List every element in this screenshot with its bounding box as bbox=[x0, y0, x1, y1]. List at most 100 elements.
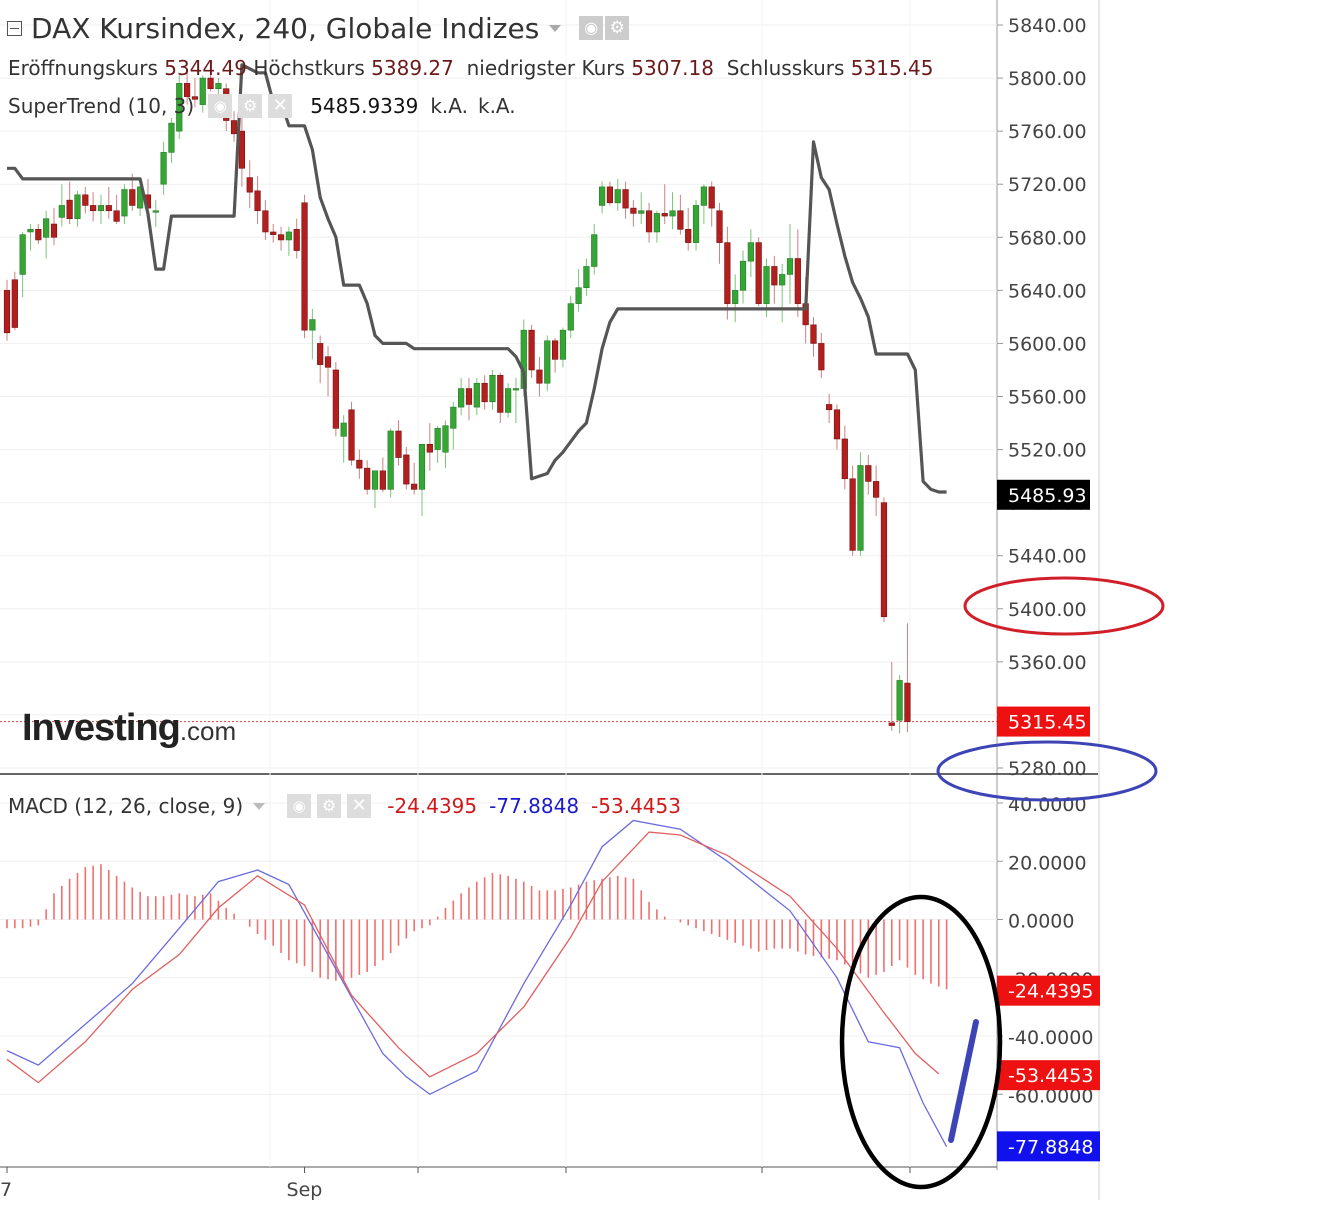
gear-icon[interactable]: ⚙ bbox=[317, 794, 342, 818]
candle-body bbox=[442, 425, 449, 453]
candle-body bbox=[27, 229, 34, 233]
red-annotation-ellipse bbox=[963, 576, 1165, 636]
macd-macd-value: -77.8848 bbox=[489, 794, 580, 818]
gear-icon[interactable]: ⚙ bbox=[605, 16, 630, 40]
candle-body bbox=[379, 470, 386, 490]
candle-body bbox=[293, 229, 300, 251]
price-tick-label: 5800.00 bbox=[1008, 68, 1087, 90]
candle-body bbox=[685, 229, 692, 243]
annotations bbox=[839, 576, 1165, 1190]
ohlc-open-value: 5344.49 bbox=[164, 56, 247, 80]
macd-macd-badge bbox=[997, 1131, 1100, 1162]
macd-tick-label: 20.0000 bbox=[1008, 852, 1087, 874]
candle-body bbox=[426, 443, 433, 453]
candle-body bbox=[152, 210, 159, 213]
black-annotation-ellipse bbox=[839, 894, 1003, 1190]
candle-body bbox=[403, 454, 410, 485]
macd-signal-value: -53.4453 bbox=[591, 794, 681, 818]
last-price-badge bbox=[997, 706, 1090, 737]
close-icon[interactable]: ✕ bbox=[268, 94, 293, 118]
price-axis: 5840.00 5800.00 5760.00 5720.00 5680.00 5640.… bbox=[997, 15, 1087, 780]
candle-body bbox=[708, 186, 715, 209]
supertrend-line bbox=[7, 63, 947, 494]
candle-body bbox=[395, 430, 402, 458]
supertrend-badge-label: 5485.93 bbox=[1008, 485, 1087, 507]
chevron-down-icon[interactable] bbox=[549, 24, 562, 32]
eye-icon[interactable]: ◉ bbox=[208, 94, 233, 118]
macd-hist-value: -24.4395 bbox=[387, 794, 478, 818]
candle-body bbox=[880, 502, 888, 618]
price-tick-label: 5400.00 bbox=[1008, 599, 1087, 621]
candle-body bbox=[105, 205, 112, 212]
candle-body bbox=[810, 324, 817, 344]
candle-body bbox=[199, 77, 206, 105]
blue-annotation-ellipse bbox=[936, 740, 1158, 802]
candle-body bbox=[285, 231, 292, 241]
candle-body bbox=[35, 229, 42, 241]
collapse-icon[interactable] bbox=[7, 20, 22, 36]
candle-body bbox=[575, 287, 582, 304]
candle-body bbox=[215, 83, 222, 89]
eye-icon[interactable]: ◉ bbox=[287, 794, 312, 818]
ohlc-high-label: Höchstkurs bbox=[253, 56, 365, 80]
blue-annotation-stroke bbox=[948, 1019, 979, 1143]
supertrend-value: 5485.9339 bbox=[310, 94, 419, 118]
candle-body bbox=[818, 343, 825, 371]
macd-tick-label: 40.0000 bbox=[1008, 794, 1087, 816]
candle-body bbox=[544, 340, 551, 384]
candle-body bbox=[230, 120, 238, 135]
macd-signal-badge bbox=[997, 1060, 1100, 1091]
candle-body bbox=[614, 189, 621, 204]
macd-axis: 40.000020.00000.0000-20.0000-40.0000-60.… bbox=[997, 794, 1093, 1107]
candle-body bbox=[348, 409, 355, 461]
candle-body bbox=[97, 205, 105, 212]
candle-body bbox=[176, 83, 183, 132]
eye-icon[interactable]: ◉ bbox=[579, 16, 604, 40]
candle-body bbox=[528, 329, 535, 371]
candle-body bbox=[168, 122, 175, 153]
candle-body bbox=[50, 223, 58, 238]
signal-line bbox=[6, 831, 940, 1084]
supertrend-na-2: k.A. bbox=[477, 94, 516, 118]
candle-body bbox=[340, 422, 347, 437]
candle-body bbox=[11, 279, 18, 328]
candle-body bbox=[779, 274, 786, 286]
candle-body bbox=[238, 130, 246, 169]
macd-macd-badge-label: -77.8848 bbox=[1008, 1136, 1093, 1158]
candle-body bbox=[356, 459, 363, 469]
candle-body bbox=[598, 186, 606, 206]
candle-body bbox=[254, 190, 261, 212]
ohlc-close-label: Schlusskurs bbox=[726, 56, 845, 80]
candle-body bbox=[121, 189, 128, 217]
candle-body bbox=[82, 194, 89, 206]
candle-body bbox=[536, 369, 543, 384]
candle-body bbox=[332, 369, 339, 429]
candle-body bbox=[418, 443, 426, 490]
candle-body bbox=[888, 722, 895, 726]
candle-body bbox=[724, 242, 731, 304]
candle-body bbox=[434, 428, 441, 450]
candle-body bbox=[669, 210, 676, 217]
price-tick-label: 5280.00 bbox=[1008, 758, 1087, 780]
gear-icon[interactable]: ⚙ bbox=[238, 94, 263, 118]
candle-body bbox=[630, 207, 637, 214]
macd-tick-label: -60.0000 bbox=[1008, 1085, 1093, 1107]
close-icon[interactable]: ✕ bbox=[347, 794, 372, 818]
candle-body bbox=[771, 266, 778, 286]
macd-hist-badge-label: -24.4395 bbox=[1008, 981, 1093, 1003]
macd-tick-label: -40.0000 bbox=[1008, 1027, 1093, 1049]
chevron-down-icon[interactable] bbox=[253, 802, 266, 810]
candle-body bbox=[58, 205, 65, 218]
candle-body bbox=[387, 430, 394, 490]
candle-body bbox=[755, 242, 762, 304]
candle-body bbox=[262, 210, 269, 233]
macd-lines bbox=[6, 819, 948, 1148]
candle-body bbox=[700, 186, 707, 206]
time-tick-label: 7 bbox=[0, 1179, 12, 1201]
candle-body bbox=[794, 258, 801, 304]
price-tick-label: 5520.00 bbox=[1008, 440, 1087, 462]
ohlc-close-value: 5315.45 bbox=[850, 56, 934, 80]
candle-body bbox=[489, 374, 496, 403]
price-tick-label: 5360.00 bbox=[1008, 652, 1087, 674]
supertrend-na-1: k.A. bbox=[430, 94, 468, 118]
